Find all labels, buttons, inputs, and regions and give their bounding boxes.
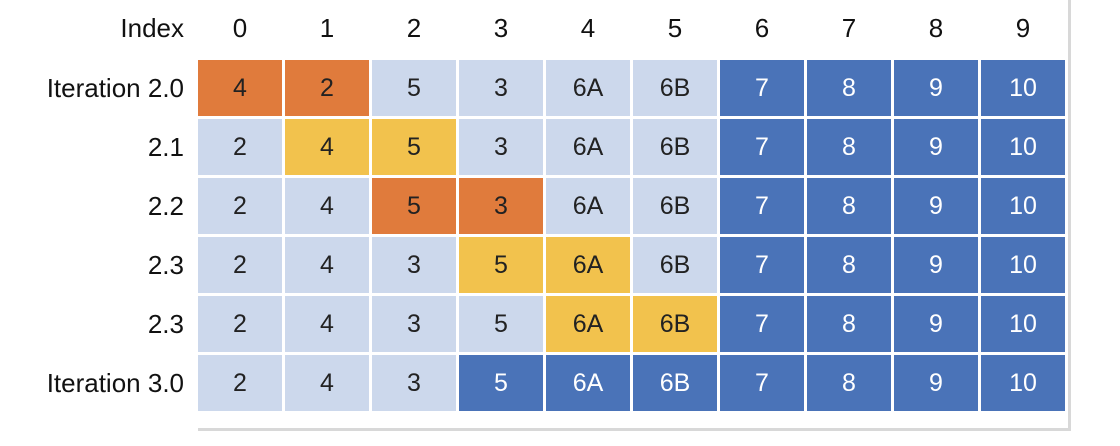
row-label-2: 2.2	[147, 191, 184, 221]
array-cell: 4	[285, 237, 369, 293]
array-cell: 2	[198, 178, 282, 234]
array-cell: 3	[372, 296, 456, 352]
array-cell: 2	[198, 237, 282, 293]
array-cell: 6A	[546, 60, 630, 116]
index-header-4: 4	[580, 13, 596, 43]
array-cell: 8	[807, 119, 891, 175]
array-cell: 10	[981, 119, 1065, 175]
array-cell: 6A	[546, 355, 630, 411]
array-cell: 6B	[633, 119, 717, 175]
array-cell: 9	[894, 119, 978, 175]
array-cell: 7	[720, 237, 804, 293]
array-cell: 7	[720, 60, 804, 116]
index-header-8: 8	[928, 13, 944, 43]
index-header-2: 2	[406, 13, 422, 43]
array-cell: 5	[372, 178, 456, 234]
array-cell: 3	[459, 119, 543, 175]
array-cell: 3	[459, 178, 543, 234]
array-cell: 4	[285, 119, 369, 175]
array-cell: 5	[459, 296, 543, 352]
row-label-5: Iteration 3.0	[46, 368, 184, 398]
array-cell: 8	[807, 355, 891, 411]
array-cell: 7	[720, 119, 804, 175]
array-cell: 4	[285, 296, 369, 352]
array-cell: 8	[807, 60, 891, 116]
array-cell: 10	[981, 60, 1065, 116]
array-cell: 10	[981, 178, 1065, 234]
array-cell: 6B	[633, 60, 717, 116]
array-cell: 5	[459, 237, 543, 293]
frame-right-edge	[1068, 0, 1071, 430]
index-header-1: 1	[319, 13, 335, 43]
array-cell: 3	[372, 237, 456, 293]
row-label-0: Iteration 2.0	[46, 73, 184, 103]
array-cell: 6A	[546, 237, 630, 293]
array-cell: 6A	[546, 296, 630, 352]
array-cell: 9	[894, 60, 978, 116]
index-header-5: 5	[667, 13, 683, 43]
array-cell: 4	[198, 60, 282, 116]
array-cell: 9	[894, 355, 978, 411]
array-cell: 2	[285, 60, 369, 116]
index-header-0: 0	[232, 13, 248, 43]
array-cell: 2	[198, 296, 282, 352]
array-cell: 7	[720, 296, 804, 352]
index-header-7: 7	[841, 13, 857, 43]
array-cell: 6B	[633, 237, 717, 293]
array-cell: 6B	[633, 178, 717, 234]
row-label-3: 2.3	[147, 250, 184, 280]
array-cell: 5	[372, 60, 456, 116]
array-cell: 6A	[546, 178, 630, 234]
array-cell: 6A	[546, 119, 630, 175]
array-cell: 8	[807, 237, 891, 293]
array-cell: 10	[981, 355, 1065, 411]
array-cell: 3	[372, 355, 456, 411]
array-cell: 3	[459, 60, 543, 116]
array-cell: 8	[807, 296, 891, 352]
array-cell: 5	[372, 119, 456, 175]
index-header-3: 3	[493, 13, 509, 43]
row-label-4: 2.3	[147, 309, 184, 339]
array-cell: 5	[459, 355, 543, 411]
index-header-label: Index	[120, 13, 184, 43]
index-header-9: 9	[1015, 13, 1031, 43]
array-cell: 4	[285, 178, 369, 234]
array-cell: 10	[981, 237, 1065, 293]
index-header-6: 6	[754, 13, 770, 43]
array-cell: 8	[807, 178, 891, 234]
array-cell: 9	[894, 296, 978, 352]
array-cell: 10	[981, 296, 1065, 352]
row-label-1: 2.1	[147, 132, 184, 162]
array-cell: 7	[720, 355, 804, 411]
array-cell: 2	[198, 355, 282, 411]
array-cell: 7	[720, 178, 804, 234]
array-cell: 2	[198, 119, 282, 175]
frame-bottom-edge	[198, 428, 1071, 431]
array-cell: 9	[894, 178, 978, 234]
array-cell: 4	[285, 355, 369, 411]
array-cell: 9	[894, 237, 978, 293]
array-cell: 6B	[633, 355, 717, 411]
array-cell: 6B	[633, 296, 717, 352]
